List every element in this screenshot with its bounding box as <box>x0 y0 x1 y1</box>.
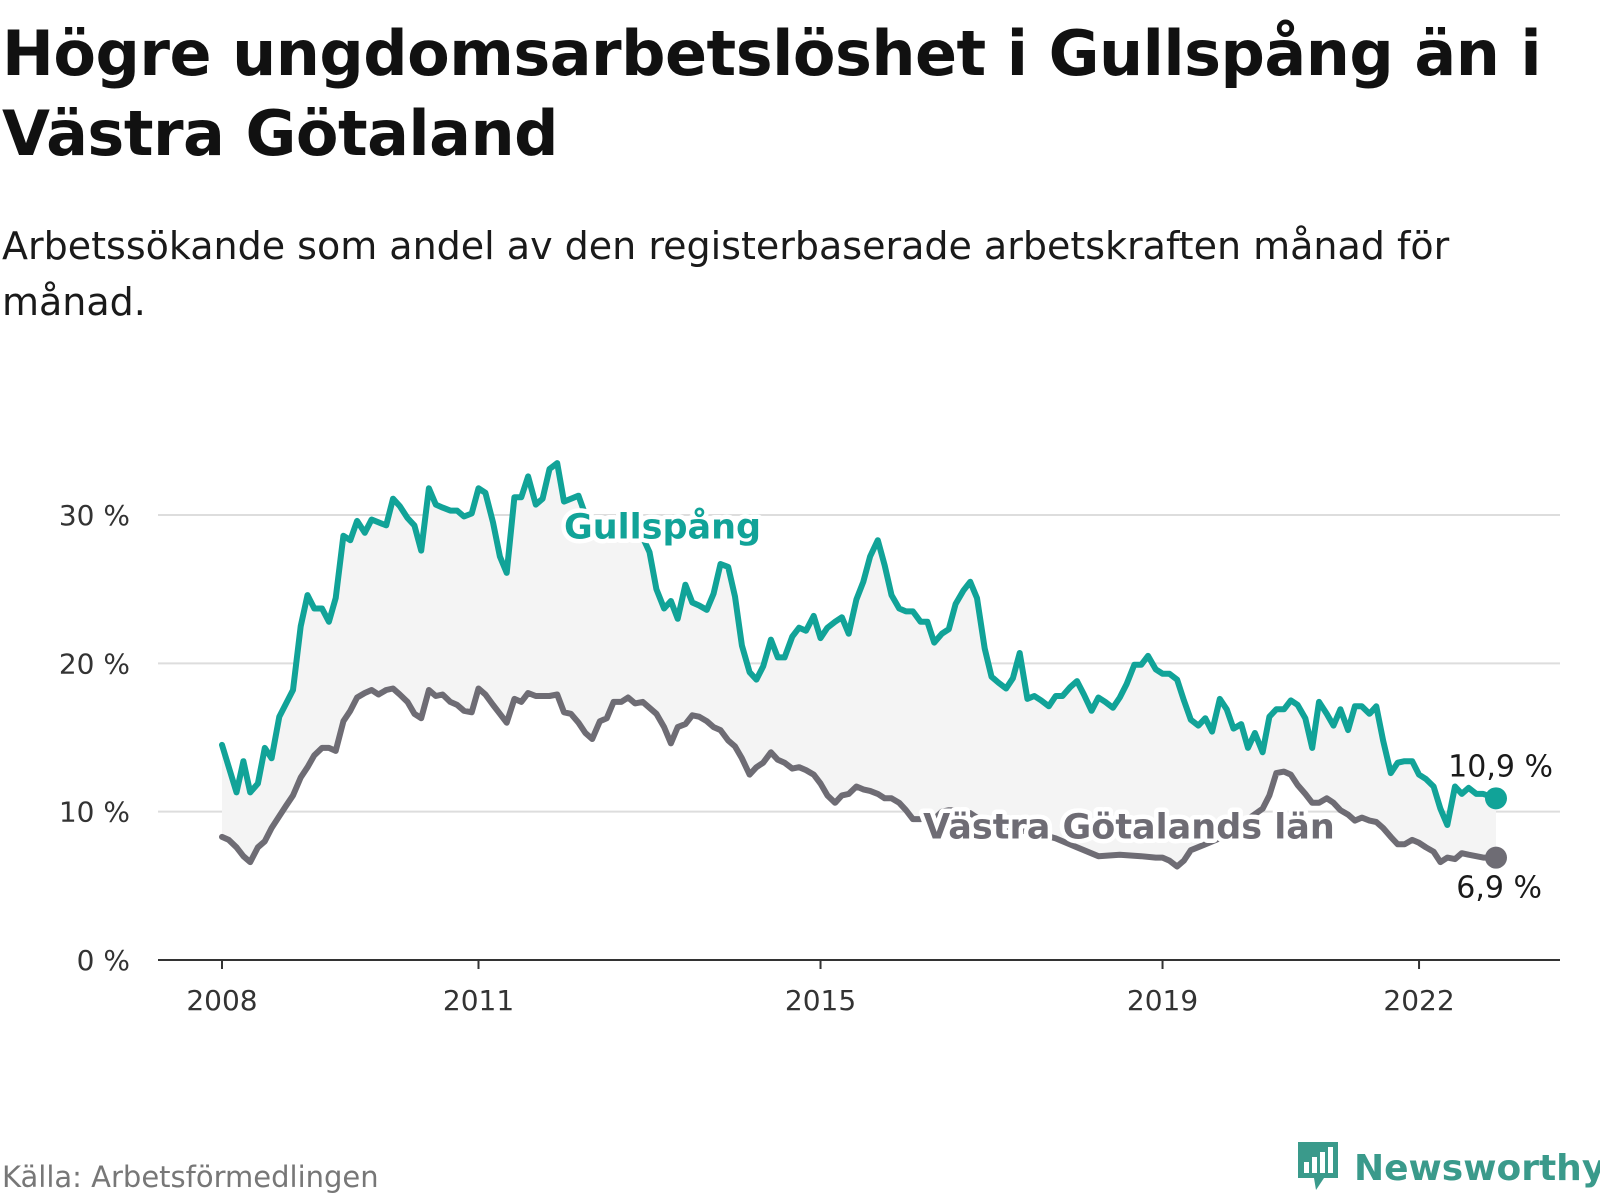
series-labels: 10,9 % 6,9 % Gullspång Västra Götalands län <box>560 502 1553 906</box>
x-tick-label: 2011 <box>443 984 514 1017</box>
brand-logo[interactable]: Newsworthy <box>1294 1138 1600 1198</box>
y-tick-label: 30 % <box>59 499 130 532</box>
series-lines <box>219 460 1507 870</box>
chart-title: Högre ungdomsarbetslöshet i Gullspång än… <box>2 17 1542 170</box>
source-note: Källa: Arbetsförmedlingen <box>2 1160 379 1194</box>
difference-band <box>222 463 1496 867</box>
gullspang-line <box>219 460 1499 828</box>
brand-name: Newsworthy <box>1354 1147 1600 1189</box>
newsworthy-logo-icon <box>1294 1138 1342 1198</box>
vastra-gotaland-line <box>219 685 1499 870</box>
gullspang-series-label: Gullspång <box>564 507 761 548</box>
x-tick-label: 2008 <box>186 984 257 1017</box>
gullspang-end-dot <box>1485 787 1507 810</box>
vastra-gotaland-series-label: Västra Götalands län <box>923 807 1335 847</box>
vastra-gotaland-end-label: 6,9 % <box>1456 871 1542 906</box>
y-tick-label: 10 % <box>59 796 130 829</box>
y-tick-label: 0 % <box>77 944 130 977</box>
axes: 0 % 10 % 20 % 30 % 2008 2011 2015 2019 2022 <box>59 499 1560 1017</box>
chart-subtitle: Arbetssökande som andel av den registerb… <box>2 224 1450 324</box>
gullspang-end-label: 10,9 % <box>1448 749 1553 784</box>
x-tick-label: 2022 <box>1383 984 1454 1017</box>
vastra-gotaland-end-dot <box>1485 846 1507 869</box>
y-tick-label: 20 % <box>59 647 130 680</box>
x-tick-label: 2019 <box>1127 984 1198 1017</box>
x-tick-label: 2015 <box>785 984 856 1017</box>
